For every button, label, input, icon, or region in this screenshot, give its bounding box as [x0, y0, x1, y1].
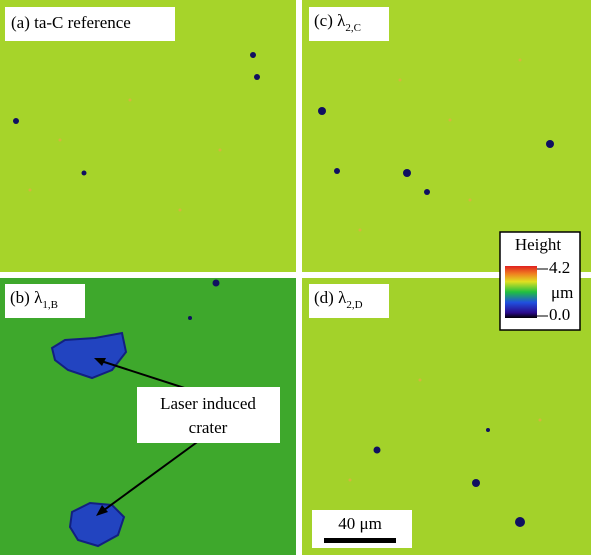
legend-unit: μm: [551, 283, 573, 302]
label-subscript: 1,B: [42, 299, 58, 311]
annotation-line: crater: [189, 418, 228, 437]
annotation-line: Laser induced: [160, 394, 256, 413]
legend-min: 0.0: [549, 305, 570, 324]
colorbar: [505, 266, 537, 318]
legend-title: Height: [515, 235, 562, 254]
panel-label: (a) ta-C reference: [11, 13, 131, 32]
scale-bar: [324, 538, 396, 543]
figure: (a) ta-C reference (b) λ1,B (c) λ2,C (d)…: [0, 0, 591, 555]
label-text: (c) λ: [314, 11, 346, 30]
label-subscript: 2,C: [345, 22, 361, 34]
label-subscript: 2,D: [346, 299, 362, 311]
label-text: (d) λ: [314, 288, 347, 307]
legend-max: 4.2: [549, 258, 570, 277]
label-text: (b) λ: [10, 288, 43, 307]
scale-bar-label: 40 μm: [338, 514, 382, 533]
